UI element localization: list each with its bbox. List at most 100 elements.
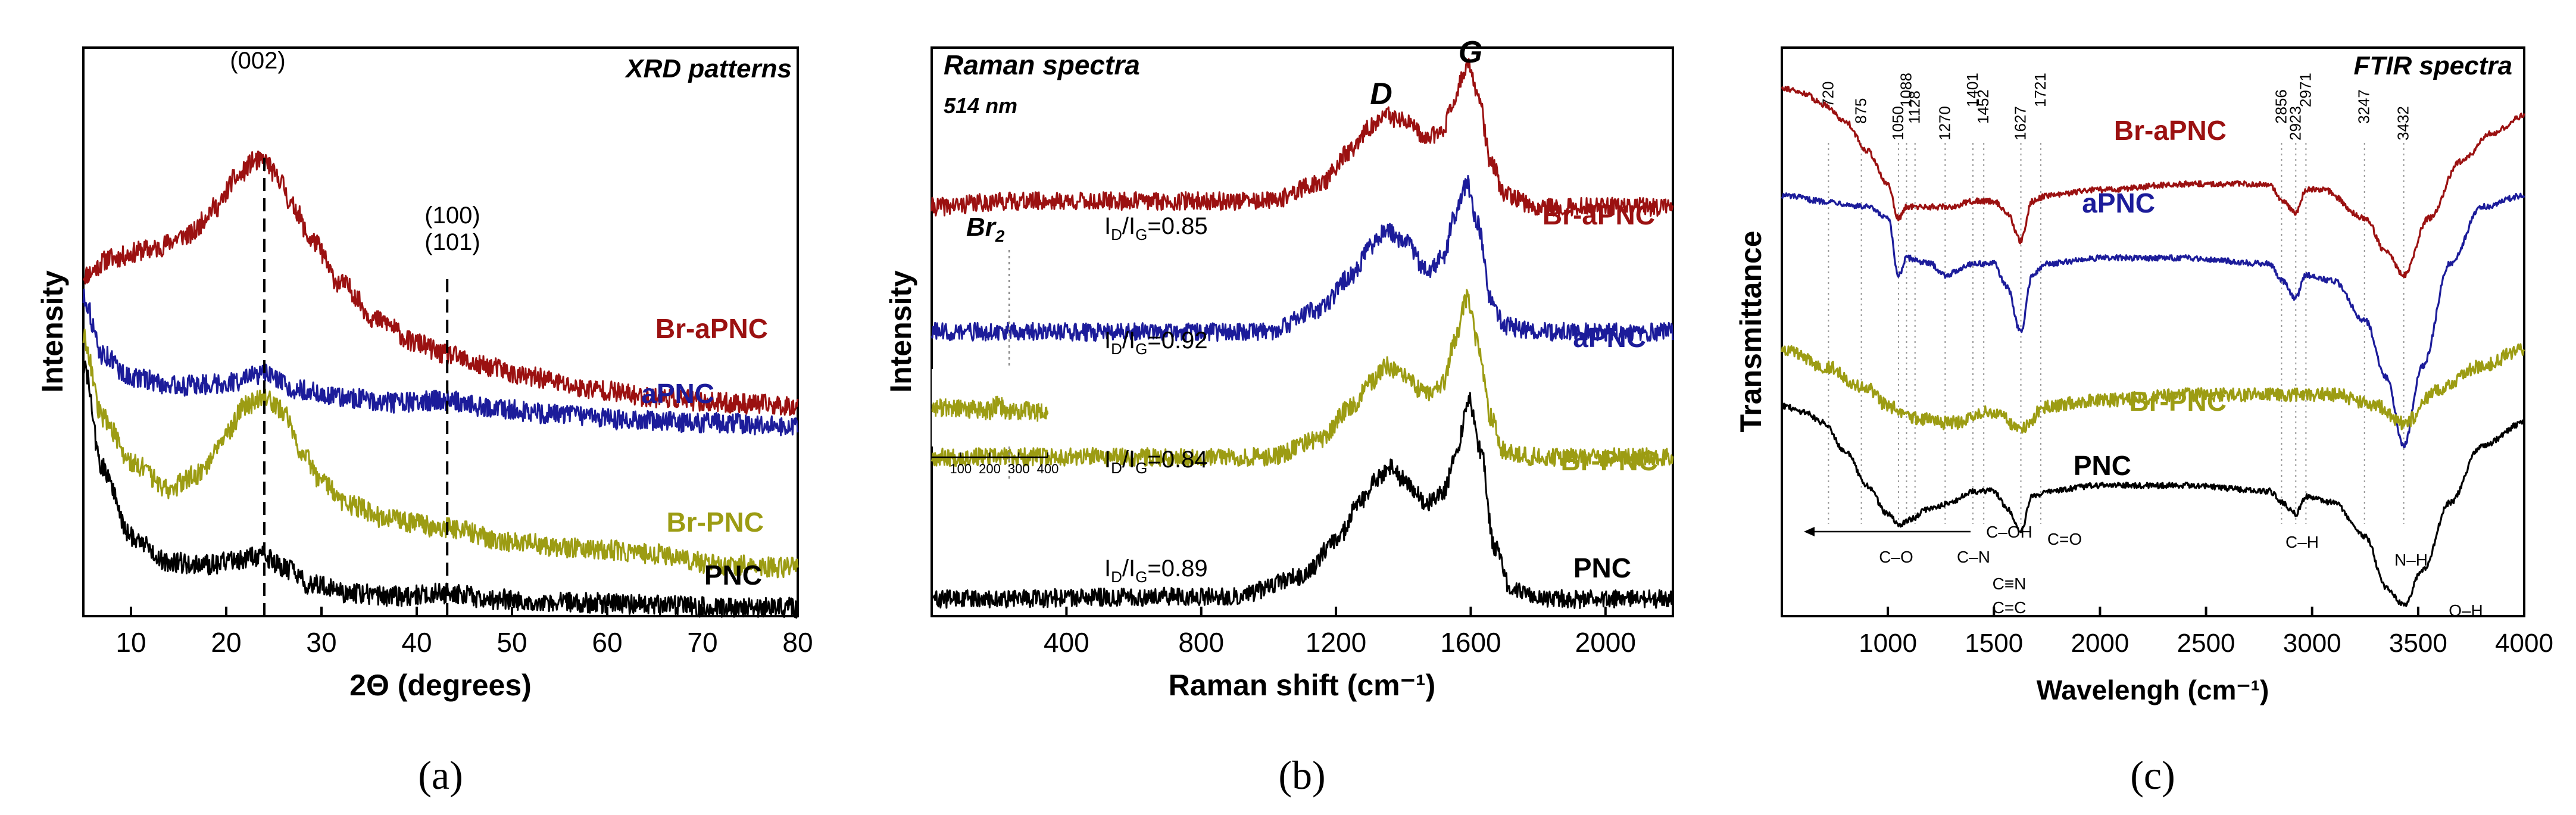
ratio-slash-i: /I <box>1122 446 1135 473</box>
panel-label-a: (a) <box>418 752 463 798</box>
raman-ratio-label: ID/IG=0.92 <box>1104 327 1208 358</box>
ftir-series-label-br-pnc: Br-PNC <box>2129 386 2227 417</box>
ratio-i: I <box>1104 213 1111 239</box>
ratio-value: =0.84 <box>1147 446 1207 473</box>
ftir-peak-label: 3247 <box>2355 89 2373 124</box>
raman-x-tick-label: 2000 <box>1575 627 1636 658</box>
plot-frame-a <box>82 46 799 617</box>
raman-ratio-label: ID/IG=0.89 <box>1104 555 1208 586</box>
raman-title: Raman spectra <box>944 49 1140 80</box>
raman-series-label-apnc: aPNC <box>1573 322 1646 353</box>
xrd-series-label-pnc: PNC <box>704 560 762 591</box>
ftir-bond-label: C–H <box>2285 533 2319 551</box>
xrd-series-br-apnc <box>82 150 799 416</box>
ftir-arrow-head <box>1804 527 1815 536</box>
raman-series-label-pnc: PNC <box>1573 552 1631 583</box>
ftir-peak-label: 3432 <box>2394 106 2412 140</box>
xrd-series-group <box>82 150 799 619</box>
ratio-i: I <box>1104 555 1111 582</box>
ratio-value: =0.89 <box>1147 555 1207 582</box>
raman-series-label-br-pnc: Br-PNC <box>1560 445 1658 476</box>
raman-x-tick-label: 1200 <box>1306 627 1366 658</box>
xrd-title: XRD patterns <box>624 54 792 83</box>
xrd-x-axis-title: 2Θ (degrees) <box>349 669 532 702</box>
ftir-x-tick-label: 3500 <box>2389 629 2447 658</box>
raman-ratio-label: ID/IG=0.85 <box>1104 213 1208 243</box>
ratio-value: =0.85 <box>1147 213 1207 239</box>
raman-y-axis-title: Intensity <box>884 270 917 393</box>
xrd-x-tick-label: 70 <box>687 627 717 658</box>
ratio-sub-d: D <box>1111 340 1122 358</box>
ftir-bond-label: O–H <box>2449 601 2483 620</box>
panel-b-raman: 400 800 1200 1600 2000 100 200 300 400 Raman sp… <box>884 35 1674 798</box>
ftir-series-br-apnc <box>1781 86 2525 279</box>
ftir-x-ticks: 1000 1500 2000 2500 3000 3500 4000 <box>1859 607 2553 658</box>
inset-series-br-pnc <box>931 395 1049 422</box>
xrd-annotation-002: (002) <box>230 48 285 74</box>
raman-series-pnc <box>931 392 1674 609</box>
ftir-peak-label: 1050 <box>1889 106 1907 140</box>
xrd-series-br-pnc <box>82 329 799 579</box>
raman-series-group <box>931 58 1674 609</box>
ratio-i: I <box>1104 446 1111 473</box>
ratio-i: I <box>1104 327 1111 354</box>
ftir-peak-label: 1627 <box>2012 106 2029 140</box>
ratio-slash-i: /I <box>1122 555 1135 582</box>
ftir-peak-label: 1721 <box>2031 73 2049 107</box>
ratio-sub-d: D <box>1111 459 1122 477</box>
xrd-series-apnc <box>82 288 799 436</box>
xrd-x-tick-label: 20 <box>211 627 241 658</box>
ftir-peak-label: 1401 <box>1963 73 1981 107</box>
ftir-series-br-pnc <box>1781 343 2525 434</box>
ftir-x-tick-label: 4000 <box>2495 629 2553 658</box>
inset-tick-label: 100 <box>950 461 972 476</box>
ftir-series-label-br-apnc: Br-aPNC <box>2114 115 2227 146</box>
raman-x-ticks: 400 800 1200 1600 2000 <box>1044 607 1636 658</box>
ftir-x-tick-label: 1500 <box>1965 629 2023 658</box>
xrd-series-label-br-pnc: Br-PNC <box>666 507 764 538</box>
br2-label-sub: 2 <box>995 227 1005 245</box>
ftir-peak-label: 2856 <box>2272 89 2290 124</box>
ftir-x-tick-label: 3000 <box>2283 629 2341 658</box>
raman-x-tick-label: 800 <box>1178 627 1224 658</box>
raman-series-label-br-apnc: Br-aPNC <box>1543 199 1655 230</box>
inset-tick-label: 400 <box>1037 461 1059 476</box>
ftir-bond-label: C–OH <box>1986 523 2032 541</box>
ftir-x-axis-title: Wavelengh (cm⁻¹) <box>2037 675 2269 705</box>
xrd-x-tick-label: 40 <box>401 627 432 658</box>
ratio-sub-g: G <box>1135 340 1147 358</box>
ftir-x-tick-label: 2000 <box>2071 629 2129 658</box>
inset-ticks: 100 200 300 400 <box>950 452 1058 476</box>
ratio-sub-d: D <box>1111 568 1122 586</box>
raman-series-br-pnc <box>931 289 1674 467</box>
panel-label-c: (c) <box>2130 752 2175 798</box>
xrd-series-label-br-apnc: Br-aPNC <box>655 313 768 344</box>
ftir-series-label-pnc: PNC <box>2074 450 2131 481</box>
raman-x-axis-title: Raman shift (cm⁻¹) <box>1169 669 1436 702</box>
ftir-series-apnc <box>1781 192 2525 448</box>
ftir-title: FTIR spectra <box>2353 51 2512 80</box>
xrd-y-axis-title: Intensity <box>36 270 69 393</box>
ftir-peak-label: 2923 <box>2286 106 2304 140</box>
xrd-x-tick-label: 10 <box>115 627 146 658</box>
ratio-sub-g: G <box>1135 459 1147 477</box>
ratio-slash-i: /I <box>1122 327 1135 354</box>
ratio-sub-g: G <box>1135 226 1147 243</box>
xrd-annotation-100: (100) <box>424 202 480 229</box>
ftir-series-pnc <box>1781 402 2525 607</box>
panel-label-b: (b) <box>1278 752 1325 798</box>
ftir-peak-label: 720 <box>1819 82 1837 107</box>
ratio-sub-g: G <box>1135 568 1147 586</box>
ftir-peak-label: 1452 <box>1974 89 1992 124</box>
ratio-slash-i: /I <box>1122 213 1135 239</box>
ftir-peak-label: 875 <box>1852 98 1870 124</box>
ftir-bond-label: N–H <box>2394 551 2428 569</box>
xrd-peak-markers <box>263 152 449 616</box>
xrd-x-ticks: 10 20 30 40 50 60 70 80 <box>115 607 813 658</box>
ftir-bond-label: C–O <box>1879 548 1913 566</box>
ftir-bond-label: C=C <box>1993 598 2027 617</box>
raman-peak-d-label: D <box>1370 77 1392 111</box>
ftir-y-axis-title: Transmittance <box>1734 230 1768 432</box>
